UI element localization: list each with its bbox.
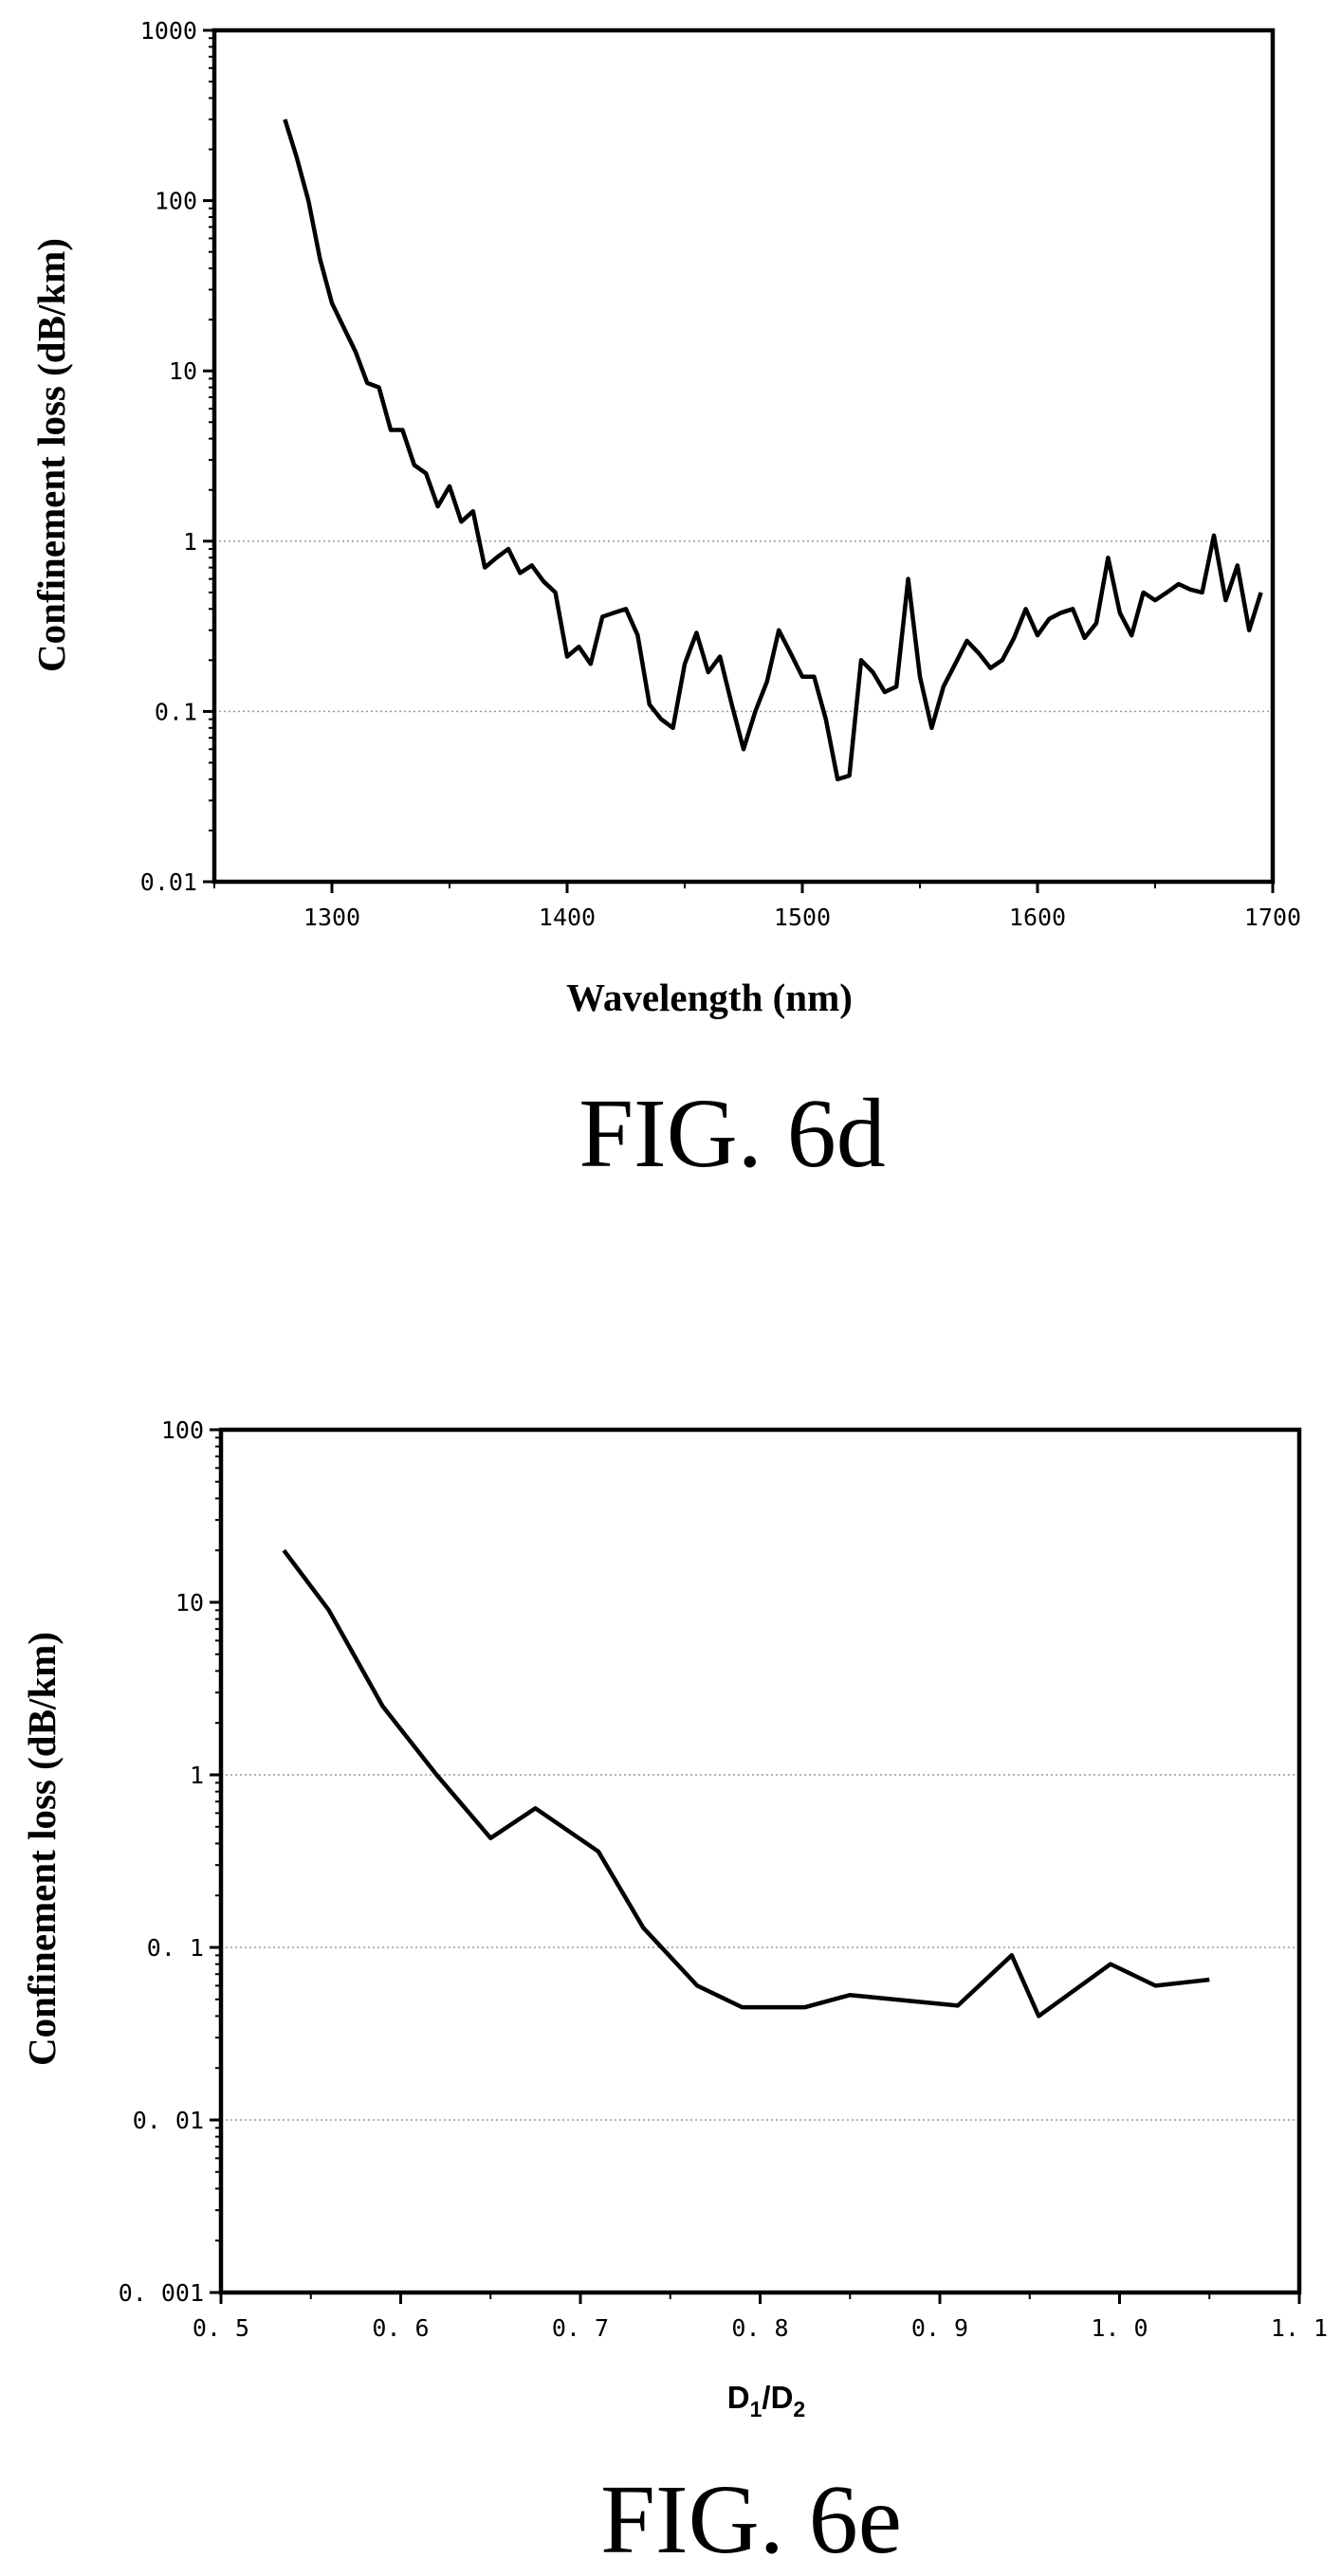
chart-fig-6d: 0.01 0.1 1 10 100 1000 1300 1400 1500 1600 1700 C… [29,17,1301,1188]
series-line [282,1548,1210,2019]
x-tick-label: 1500 [774,904,831,931]
y-tick-label: 0. 01 [133,2107,204,2134]
y-tick-label: 0.01 [140,868,197,896]
y-tick-label: 1 [190,1762,204,1789]
y-tick-label: 0. 001 [119,2279,204,2307]
x-axis-title-part: /D [762,2380,793,2415]
x-tick-label: 0. 6 [372,2314,429,2342]
x-tick-label: 1400 [539,904,596,931]
x-axis-title: Wavelength (nm) [566,976,853,1019]
y-tick-label: 100 [161,1416,204,1444]
figure-caption: FIG. 6d [579,1079,886,1188]
gridlines [221,1774,1299,2121]
series-line [283,119,1263,782]
x-tick-label: 1700 [1244,904,1301,931]
y-tick-label: 1 [183,528,197,556]
x-tick-label: 1600 [1009,904,1066,931]
x-axis-title-subscript: 2 [793,2397,805,2421]
x-axis-title: D1/D2 [727,2380,805,2421]
plot-frame [211,27,1276,885]
x-axis-ticks: 1300 1400 1500 1600 1700 [213,882,1301,931]
x-axis-title-subscript: 1 [750,2397,762,2421]
x-tick-label: 1300 [303,904,360,931]
y-tick-label: 10 [175,1589,204,1617]
y-axis-title: Confinement loss (dB/km) [29,238,73,672]
y-tick-label: 10 [169,357,197,385]
x-axis-ticks: 0. 5 0. 6 0. 7 0. 8 0. 9 1. 0 1. 1 [193,2293,1328,2342]
y-tick-label: 0.1 [155,698,197,725]
y-axis-ticks: 0.01 0.1 1 10 100 1000 [140,17,214,896]
y-axis-title: Confinement loss (dB/km) [20,1632,64,2066]
x-tick-label: 0. 8 [731,2314,788,2342]
plot-frame [218,1427,1302,2295]
y-tick-label: 0. 1 [147,1934,204,1962]
x-tick-label: 0. 5 [193,2314,249,2342]
x-tick-label: 1. 0 [1091,2314,1148,2342]
x-axis-title-part: D [727,2380,750,2415]
x-tick-label: 0. 7 [552,2314,609,2342]
figure-caption: FIG. 6e [600,2465,902,2574]
x-tick-label: 1. 1 [1271,2314,1328,2342]
x-tick-label: 0. 9 [911,2314,968,2342]
y-axis-ticks: 0. 001 0. 01 0. 1 1 10 100 [119,1416,221,2307]
y-tick-label: 100 [155,188,197,215]
y-tick-label: 1000 [140,17,197,45]
gridlines [214,540,1273,713]
